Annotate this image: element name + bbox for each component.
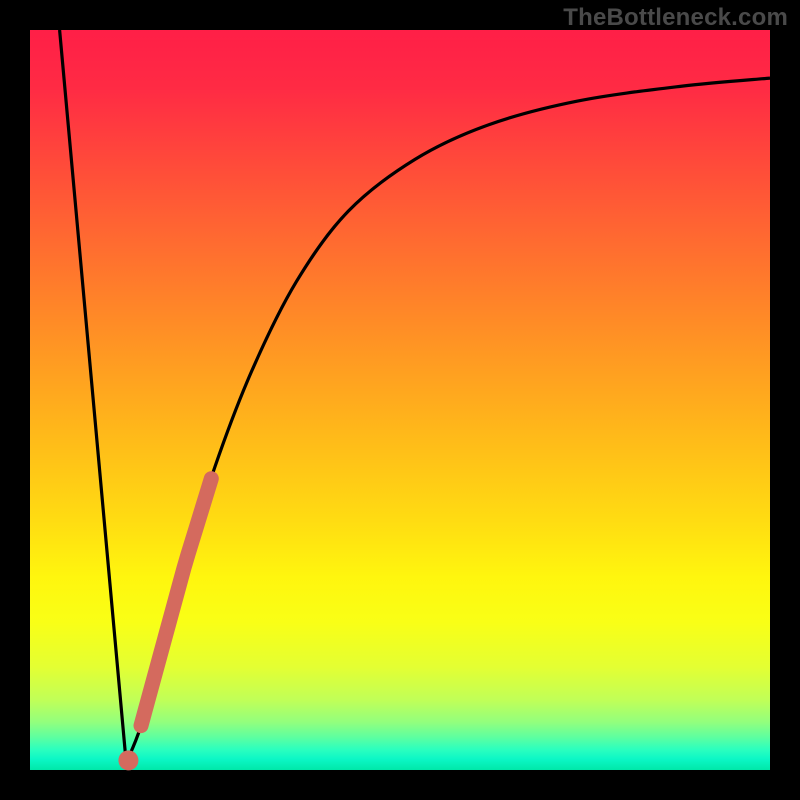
bottleneck-chart: TheBottleneck.com <box>0 0 800 800</box>
watermark-text: TheBottleneck.com <box>563 4 788 32</box>
chart-svg <box>0 0 800 800</box>
